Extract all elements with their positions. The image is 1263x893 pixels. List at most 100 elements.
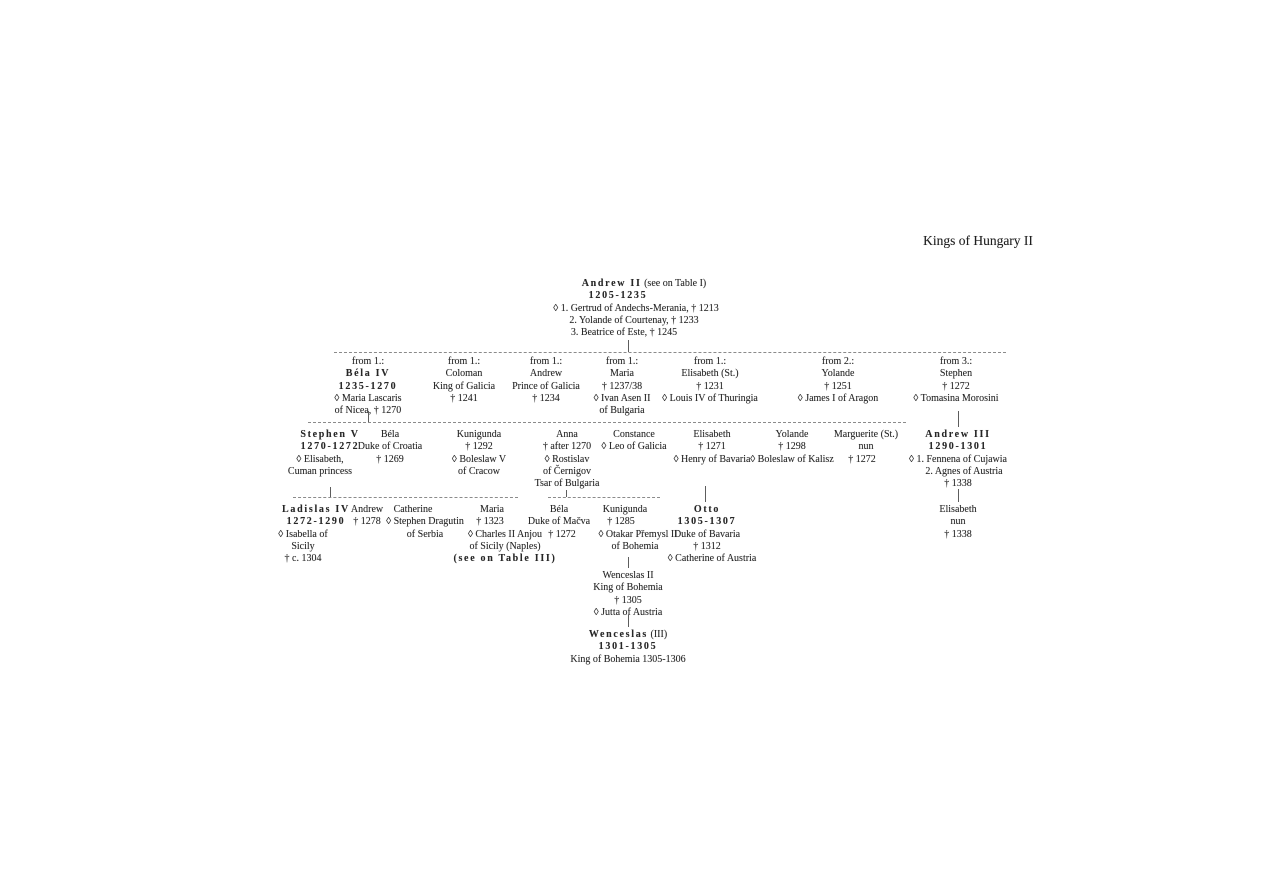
person-text-line: † 1278 bbox=[351, 516, 383, 528]
person-text-line: Stephen V bbox=[298, 429, 362, 441]
person-name-emphasis: (see on Table III) bbox=[453, 553, 557, 565]
person-bela-duke-of-croatia: Béla Duke of Croatia † 1269 bbox=[358, 429, 422, 466]
person-yolande-of-aragon: from 2.: Yolande † 1251 ◊ James I of Aragon bbox=[798, 356, 878, 405]
person-text-line: † 1234 bbox=[512, 393, 580, 405]
person-text: † 1298 bbox=[778, 441, 806, 453]
person-text-line: Elisabeth (St.) bbox=[662, 368, 758, 380]
person-andrew-iii: Andrew III 1290-1301 ◊ 1. Fennena of Cujaw… bbox=[909, 429, 1007, 490]
person-text-line: 1205-1235 bbox=[535, 290, 700, 302]
person-text: nun bbox=[858, 441, 874, 453]
person-text: of Nicea, † 1270 bbox=[334, 405, 402, 417]
person-text-line: † 1271 bbox=[674, 441, 751, 453]
person-text-line: King of Bohemia bbox=[593, 582, 662, 594]
person-text: Kunigunda bbox=[602, 504, 648, 515]
person-text-line: Stephen bbox=[913, 368, 998, 380]
person-text-line: Andrew bbox=[351, 504, 383, 516]
person-text: Anna bbox=[556, 429, 578, 440]
person-text-line: ◊ Louis IV of Thuringia bbox=[662, 393, 758, 405]
person-text-line: Catherine bbox=[374, 504, 452, 516]
person-coloman: from 1.: Coloman King of Galicia † 1241 bbox=[433, 356, 495, 405]
connector-vertical-line bbox=[705, 486, 706, 502]
person-text-line: 1235-1270 bbox=[334, 381, 401, 393]
person-text-line: † 1269 bbox=[358, 454, 422, 466]
person-text-line: Kunigunda bbox=[585, 504, 664, 516]
person-text: ◊ 1. Fennena of Cujawia bbox=[909, 453, 1007, 465]
person-text-line: from 1.: bbox=[662, 356, 758, 368]
person-text-line: from 1.: bbox=[334, 356, 401, 368]
connector-vertical-line bbox=[958, 489, 959, 502]
person-text: ◊ Rostislav bbox=[544, 453, 590, 465]
person-andrew-prince-of-galicia: from 1.: Andrew Prince of Galicia † 1234 bbox=[512, 356, 580, 405]
person-text: Stephen bbox=[939, 368, 973, 380]
person-name-emphasis: 1235-1270 bbox=[338, 380, 398, 392]
person-text: Sicily bbox=[291, 540, 315, 552]
person-maria-of-bulgaria: from 1.: Maria † 1237/38 ◊ Ivan Asen II of B… bbox=[594, 356, 651, 417]
person-text: from 1.: bbox=[447, 356, 481, 367]
person-text: Catherine bbox=[393, 504, 433, 515]
connector-horizontal-line bbox=[308, 422, 906, 423]
person-text: ◊ Maria Lascaris bbox=[334, 392, 402, 404]
person-text-line: 2. Yolande of Courtenay, † 1233 bbox=[551, 315, 716, 327]
person-text: † 1312 bbox=[693, 540, 721, 552]
person-ladislas-iv: Ladislas IV 1272-1290 ◊ Isabella of Sicily †… bbox=[278, 504, 350, 565]
person-text-line: Béla bbox=[528, 504, 590, 516]
person-text-line: Andrew II (see on Table I) bbox=[561, 278, 726, 290]
connector-horizontal-line bbox=[548, 497, 660, 498]
person-text-line: ◊ Otakar Přemysl II bbox=[598, 529, 677, 541]
person-text-line: Yolande bbox=[798, 368, 878, 380]
person-text: ◊ Otakar Přemysl II bbox=[598, 528, 678, 540]
person-text: † after 1270 bbox=[542, 441, 592, 453]
person-andrew-d1278: Andrew † 1278 bbox=[351, 504, 383, 529]
person-text: † c. 1304 bbox=[284, 553, 322, 565]
person-text-line: ◊ Leo of Galicia bbox=[601, 441, 666, 453]
person-text: † 1305 bbox=[614, 594, 642, 606]
person-text: Coloman bbox=[445, 368, 483, 380]
person-text-line: Andrew III bbox=[909, 429, 1007, 441]
person-text: Andrew bbox=[350, 504, 384, 515]
person-yolande-of-kalisz: Yolande † 1298 ◊ Boleslaw of Kalisz bbox=[750, 429, 834, 466]
person-text: of Bohemia bbox=[611, 540, 659, 552]
person-text: ◊ Boleslaw V bbox=[451, 453, 507, 465]
person-name-emphasis: Andrew II bbox=[581, 278, 642, 289]
person-text: ◊ Tomasina Morosini bbox=[913, 392, 999, 404]
person-text-line: ◊ Rostislav bbox=[535, 454, 600, 466]
person-text: Béla bbox=[380, 429, 400, 440]
person-text: Elisabeth (St.) bbox=[681, 368, 739, 380]
person-text-line: from 2.: bbox=[798, 356, 878, 368]
person-text: Maria bbox=[610, 368, 634, 380]
person-text: † 1272 bbox=[942, 380, 970, 392]
person-text: † 1271 bbox=[698, 441, 726, 453]
person-text: Elisabeth bbox=[693, 429, 731, 440]
person-text-line: ◊ Isabella of bbox=[269, 529, 337, 541]
person-text: King of Bohemia bbox=[593, 582, 663, 594]
person-text-line: from 1.: bbox=[594, 356, 651, 368]
person-bela-duke-of-macva: Béla Duke of Mačva † 1272 bbox=[528, 504, 590, 541]
person-name-emphasis: 1270-1272 bbox=[300, 441, 360, 453]
person-text-line: ◊ 1. Gertrud of Andechs-Merania, † 1213 bbox=[553, 303, 718, 315]
person-text-line: from 1.: bbox=[433, 356, 495, 368]
person-stephen-v: Stephen V 1270-1272 ◊ Elisabeth, Cuman prin… bbox=[288, 429, 362, 478]
person-text: Wenceslas II bbox=[602, 570, 654, 581]
person-text: ◊ Charles II Anjou bbox=[467, 528, 543, 540]
person-text-line: † c. 1304 bbox=[269, 553, 337, 565]
person-text: ◊ Boleslaw of Kalisz bbox=[750, 453, 834, 465]
person-text-line: of Serbia bbox=[386, 529, 464, 541]
connector-vertical-line bbox=[566, 490, 567, 497]
person-text-line: King of Bohemia 1305-1306 bbox=[570, 654, 685, 666]
person-text: 2. Agnes of Austria bbox=[925, 465, 1003, 477]
person-text: Duke of Mačva bbox=[527, 516, 591, 528]
person-text: ◊ Henry of Bavaria bbox=[673, 453, 751, 465]
person-text: ◊ Isabella of bbox=[278, 528, 328, 540]
person-text-line: 1290-1301 bbox=[909, 441, 1007, 453]
person-text-line: Sicily bbox=[269, 541, 337, 553]
person-text: † 1323 bbox=[476, 516, 504, 528]
person-text-line: 1301-1305 bbox=[570, 641, 685, 653]
person-text-line: † 1231 bbox=[662, 381, 758, 393]
person-text-line: of Černigov bbox=[535, 466, 600, 478]
person-text-line: † 1272 bbox=[830, 454, 894, 466]
person-text-line: † 1338 bbox=[909, 478, 1007, 490]
person-text: Prince of Galicia bbox=[512, 380, 580, 392]
person-text: ◊ Leo of Galicia bbox=[601, 441, 667, 453]
person-text-line: Kunigunda bbox=[452, 429, 506, 441]
